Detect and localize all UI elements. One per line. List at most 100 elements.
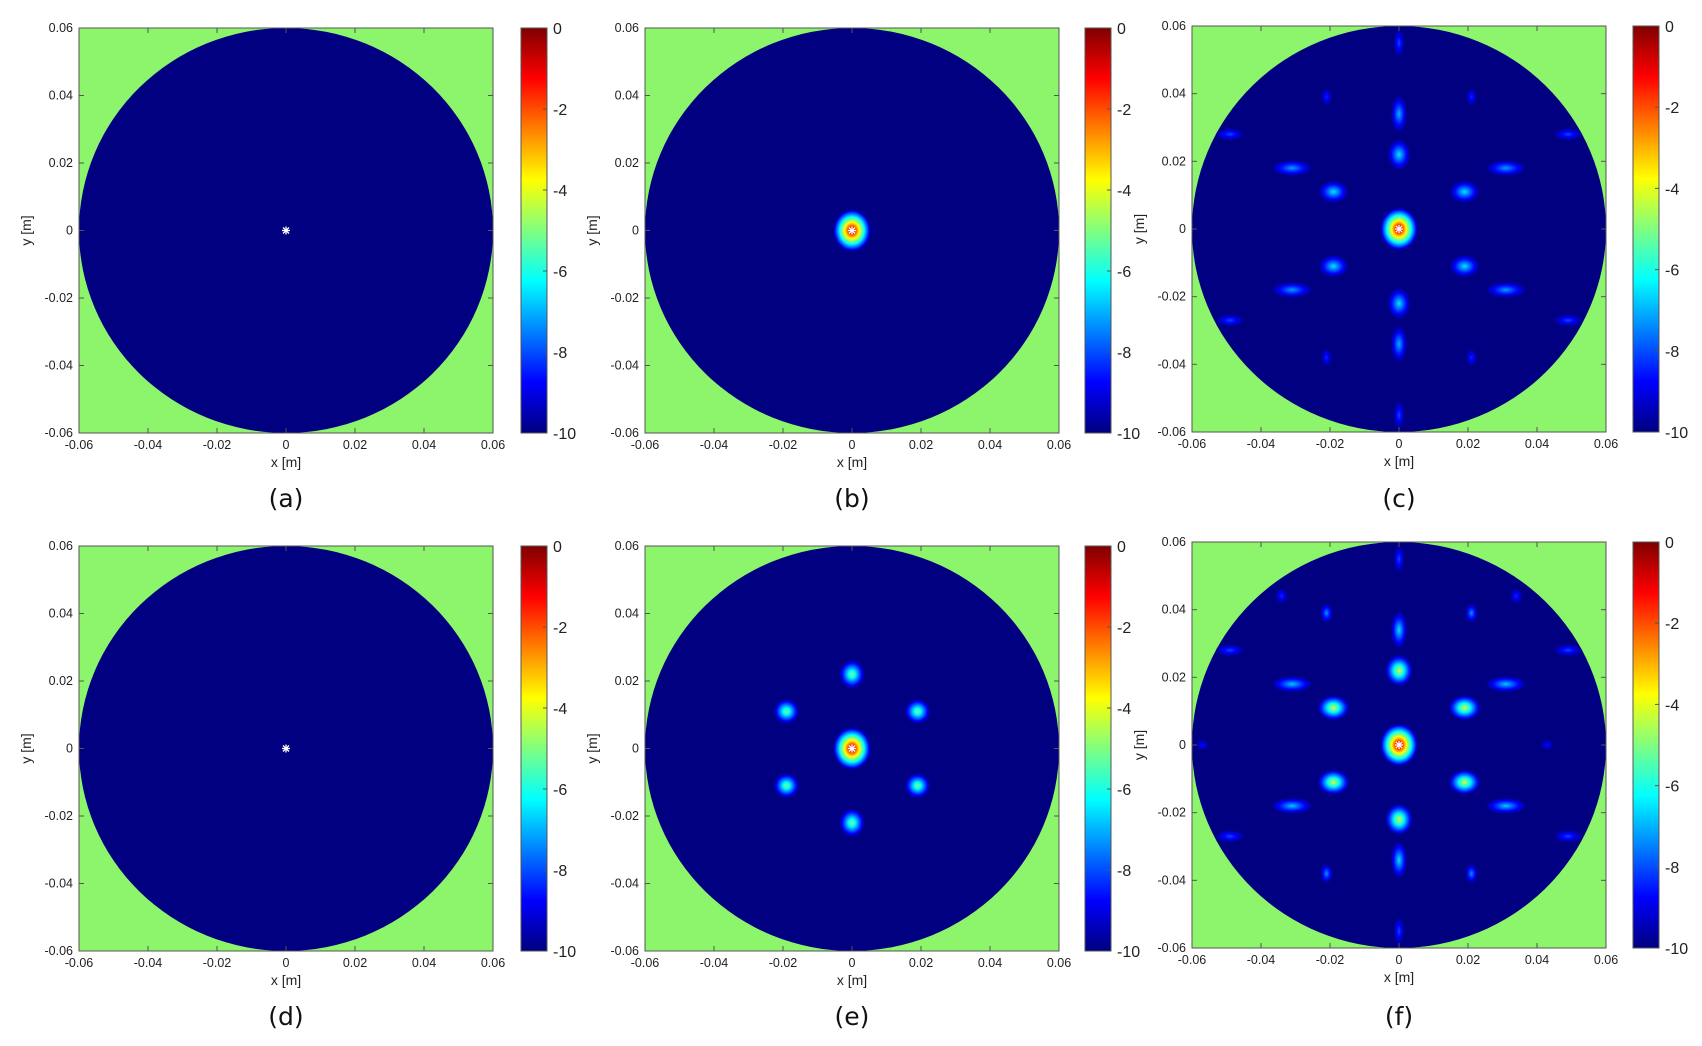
source-marker bbox=[1395, 225, 1403, 233]
colorbar-tick-label: -2 bbox=[1665, 616, 1679, 633]
panel-caption: (b) bbox=[834, 484, 869, 513]
x-tick-label: -0.02 bbox=[1316, 437, 1345, 451]
field-spot bbox=[1553, 313, 1583, 327]
x-tick-label: -0.02 bbox=[203, 956, 232, 970]
x-tick-label: -0.06 bbox=[631, 438, 660, 452]
field-spot bbox=[1449, 180, 1480, 204]
panel-f: -0.06 -0.04 -0.02 0 0.02 0.04 0.06 -0.06 -0.04 -0… bbox=[1131, 535, 1688, 1031]
y-tick-label: 0 bbox=[66, 742, 73, 756]
field-spot bbox=[773, 698, 800, 725]
colorbar-tick-label: -4 bbox=[1117, 701, 1131, 718]
colorbar-tick-label: 0 bbox=[1665, 535, 1674, 552]
y-tick-label: 0.06 bbox=[1162, 19, 1186, 33]
field-spot bbox=[1484, 797, 1527, 815]
field-spot bbox=[773, 772, 800, 799]
x-tick-label: 0 bbox=[1396, 437, 1403, 451]
colorbar bbox=[1084, 545, 1112, 952]
y-tick-label: 0.04 bbox=[615, 607, 639, 621]
colorbar-tick-label: -6 bbox=[1665, 779, 1679, 796]
x-axis-label: x [m] bbox=[837, 454, 867, 470]
y-tick-label: -0.04 bbox=[611, 877, 640, 891]
y-tick-label: 0.02 bbox=[1162, 670, 1186, 684]
y-tick-label: 0.06 bbox=[49, 539, 73, 553]
x-tick-label: 0.06 bbox=[1047, 956, 1071, 970]
y-tick-label: 0.02 bbox=[1162, 154, 1186, 168]
colorbar-tick-label: -8 bbox=[1117, 345, 1131, 362]
field-spot bbox=[1271, 281, 1314, 299]
field-spot bbox=[1393, 28, 1405, 58]
x-tick-label: 0.02 bbox=[1456, 437, 1480, 451]
y-tick-label: 0.04 bbox=[49, 607, 73, 621]
field-spot bbox=[838, 659, 866, 689]
colorbar-tick-label: -6 bbox=[1117, 264, 1131, 281]
y-axis-label: y [m] bbox=[584, 215, 600, 245]
y-tick-label: -0.06 bbox=[45, 426, 74, 440]
field-spot bbox=[1320, 348, 1333, 367]
field-spot bbox=[1449, 254, 1480, 278]
field-spot bbox=[1509, 587, 1523, 605]
x-tick-label: 0.04 bbox=[1525, 953, 1549, 967]
x-tick-label: -0.02 bbox=[1316, 953, 1345, 967]
field-spot bbox=[1215, 313, 1245, 327]
y-tick-label: 0.06 bbox=[1162, 535, 1186, 549]
field-spot bbox=[1318, 254, 1349, 278]
panel-a: -0.06 -0.04 -0.02 0 0.02 0.04 0.06 -0.06 -0.04 -0… bbox=[18, 21, 576, 513]
field-spot bbox=[1271, 675, 1314, 693]
colorbar-tick-label: 0 bbox=[553, 539, 562, 556]
colorbar-tick-label: -4 bbox=[1117, 183, 1131, 200]
y-axis-label: y [m] bbox=[1131, 214, 1147, 244]
colorbar-tick-label: -10 bbox=[553, 426, 576, 443]
field-spot bbox=[1320, 863, 1334, 884]
field-spot bbox=[1320, 87, 1333, 107]
field-spot bbox=[1271, 797, 1314, 815]
y-tick-label: 0 bbox=[1179, 222, 1186, 236]
panel-d: -0.06 -0.04 -0.02 0 0.02 0.04 0.06 -0.06 -0.04 -0… bbox=[18, 539, 576, 1031]
y-tick-label: 0.02 bbox=[49, 156, 73, 170]
x-axis-label: x [m] bbox=[837, 972, 867, 988]
colorbar bbox=[520, 545, 548, 952]
colorbar-tick-label: -2 bbox=[1117, 620, 1131, 637]
colorbar-tick-label: -2 bbox=[553, 620, 567, 637]
y-tick-label: 0.04 bbox=[1162, 87, 1186, 101]
source-marker bbox=[848, 744, 856, 753]
x-axis-label: x [m] bbox=[1384, 453, 1414, 469]
field-spot bbox=[1387, 287, 1411, 320]
x-tick-label: 0.02 bbox=[909, 438, 933, 452]
colorbar-tick-label: -2 bbox=[1665, 100, 1679, 117]
x-tick-label: 0 bbox=[1396, 953, 1403, 967]
panel-caption: (c) bbox=[1382, 484, 1415, 513]
y-tick-label: -0.04 bbox=[45, 359, 74, 373]
colorbar-tick-label: -2 bbox=[1117, 102, 1131, 119]
y-tick-label: 0.02 bbox=[49, 674, 73, 688]
y-tick-label: -0.04 bbox=[611, 359, 640, 373]
x-tick-label: 0.02 bbox=[909, 956, 933, 970]
field-spot bbox=[1271, 159, 1314, 177]
x-tick-label: 0.02 bbox=[1456, 953, 1480, 967]
field-spot bbox=[1385, 803, 1413, 836]
field-spot bbox=[1553, 643, 1583, 657]
x-tick-label: -0.06 bbox=[631, 956, 660, 970]
field-spot bbox=[1390, 610, 1408, 650]
x-tick-label: -0.02 bbox=[769, 956, 798, 970]
x-tick-label: 0.06 bbox=[481, 438, 505, 452]
x-tick-label: 0.04 bbox=[412, 956, 436, 970]
x-tick-label: 0.02 bbox=[343, 438, 367, 452]
field-spot bbox=[1484, 675, 1527, 693]
panel-b: -0.06 -0.04 -0.02 0 0.02 0.04 0.06 -0.06 -0.04 -0… bbox=[584, 21, 1140, 513]
y-tick-label: 0 bbox=[632, 742, 639, 756]
field-spot bbox=[1540, 739, 1555, 751]
field-spot bbox=[1320, 603, 1334, 624]
y-axis-label: y [m] bbox=[18, 215, 34, 245]
colorbar bbox=[1632, 25, 1660, 433]
field-spot bbox=[1393, 916, 1405, 946]
y-tick-label: -0.06 bbox=[611, 944, 640, 958]
colorbar-tick-label: -8 bbox=[1665, 344, 1679, 361]
x-tick-label: -0.04 bbox=[134, 438, 163, 452]
panel-caption: (e) bbox=[835, 1002, 870, 1031]
y-tick-label: -0.06 bbox=[1158, 425, 1187, 439]
field-spot bbox=[1215, 127, 1245, 141]
x-tick-label: -0.06 bbox=[65, 438, 94, 452]
x-axis-label: x [m] bbox=[271, 454, 301, 470]
y-tick-label: 0.04 bbox=[49, 89, 73, 103]
